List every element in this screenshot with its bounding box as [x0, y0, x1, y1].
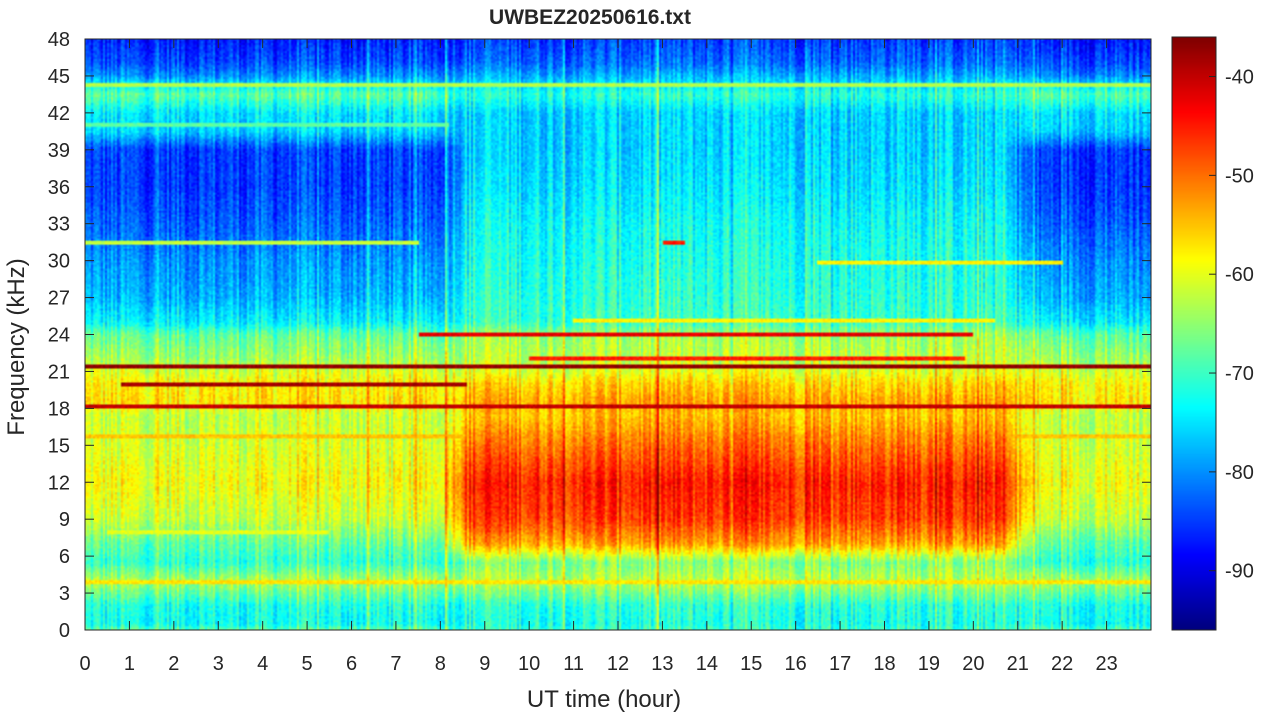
colorbar-tick-label: -90: [1225, 561, 1254, 583]
x-tick-label: 7: [390, 653, 401, 675]
y-tick-label: 42: [48, 103, 70, 125]
y-tick-label: 48: [48, 29, 70, 51]
x-tick-label: 17: [829, 653, 851, 675]
y-tick-label: 9: [59, 509, 70, 531]
y-tick-label: 6: [59, 546, 70, 568]
x-tick-label: 2: [168, 653, 179, 675]
spectrogram-heatmap: [85, 39, 1151, 630]
x-tick-label: 19: [918, 653, 940, 675]
y-tick-label: 21: [48, 361, 70, 383]
x-tick-label: 18: [873, 653, 895, 675]
y-tick-label: 39: [48, 140, 70, 162]
colorbar-tick-label: -80: [1225, 462, 1254, 484]
x-tick-label: 20: [962, 653, 984, 675]
x-tick-label: 21: [1007, 653, 1029, 675]
x-tick-label: 15: [740, 653, 762, 675]
x-tick-label: 3: [213, 653, 224, 675]
colorbar-frame: [1171, 36, 1217, 631]
y-tick-label: 12: [48, 472, 70, 494]
y-tick-label: 0: [59, 620, 70, 642]
colorbar: -90 -80 -70 -60 -50 -40: [1171, 36, 1254, 631]
colorbar-tick-label: -60: [1225, 264, 1254, 286]
colorbar-tick-label: -40: [1225, 67, 1254, 89]
x-axis: 0 1 2 3 4 5 6 7 8 9 10 11 12 13 14 15 16 17 18 19 20 21 22 23: [79, 39, 1118, 675]
y-tick-label: 3: [59, 583, 70, 605]
y-tick-label: 33: [48, 214, 70, 236]
chart-title: UWBEZ20250616.txt: [489, 6, 691, 29]
x-tick-label: 11: [563, 653, 584, 675]
colorbar-tick-label: -70: [1225, 363, 1254, 385]
colorbar-gradient: [1172, 37, 1216, 630]
y-axis-label: Frequency (kHz): [3, 258, 30, 435]
x-tick-label: 16: [785, 653, 807, 675]
y-tick-label: 15: [48, 435, 70, 457]
y-tick-label: 27: [48, 288, 70, 310]
x-tick-label: 9: [479, 653, 490, 675]
colorbar-tick-label: -50: [1225, 165, 1254, 187]
y-tick-label: 24: [48, 325, 70, 347]
spectrogram-plot: [84, 38, 1152, 631]
x-tick-label: 8: [435, 653, 446, 675]
y-tick-label: 30: [48, 251, 70, 273]
x-tick-label: 1: [124, 653, 135, 675]
x-tick-label: 14: [696, 653, 718, 675]
x-tick-label: 10: [518, 653, 540, 675]
x-tick-label: 22: [1051, 653, 1073, 675]
y-tick-label: 36: [48, 177, 70, 199]
x-tick-label: 0: [79, 653, 90, 675]
x-tick-label: 23: [1095, 653, 1117, 675]
x-tick-label: 6: [346, 653, 357, 675]
x-tick-label: 12: [607, 653, 629, 675]
x-tick-label: 13: [651, 653, 673, 675]
y-tick-label: 45: [48, 66, 70, 88]
y-tick-label: 18: [48, 398, 70, 420]
x-axis-label: UT time (hour): [527, 686, 681, 713]
x-tick-label: 5: [302, 653, 313, 675]
colorbar-ticks: -90 -80 -70 -60 -50 -40: [1209, 67, 1254, 583]
x-tick-label: 4: [257, 653, 268, 675]
